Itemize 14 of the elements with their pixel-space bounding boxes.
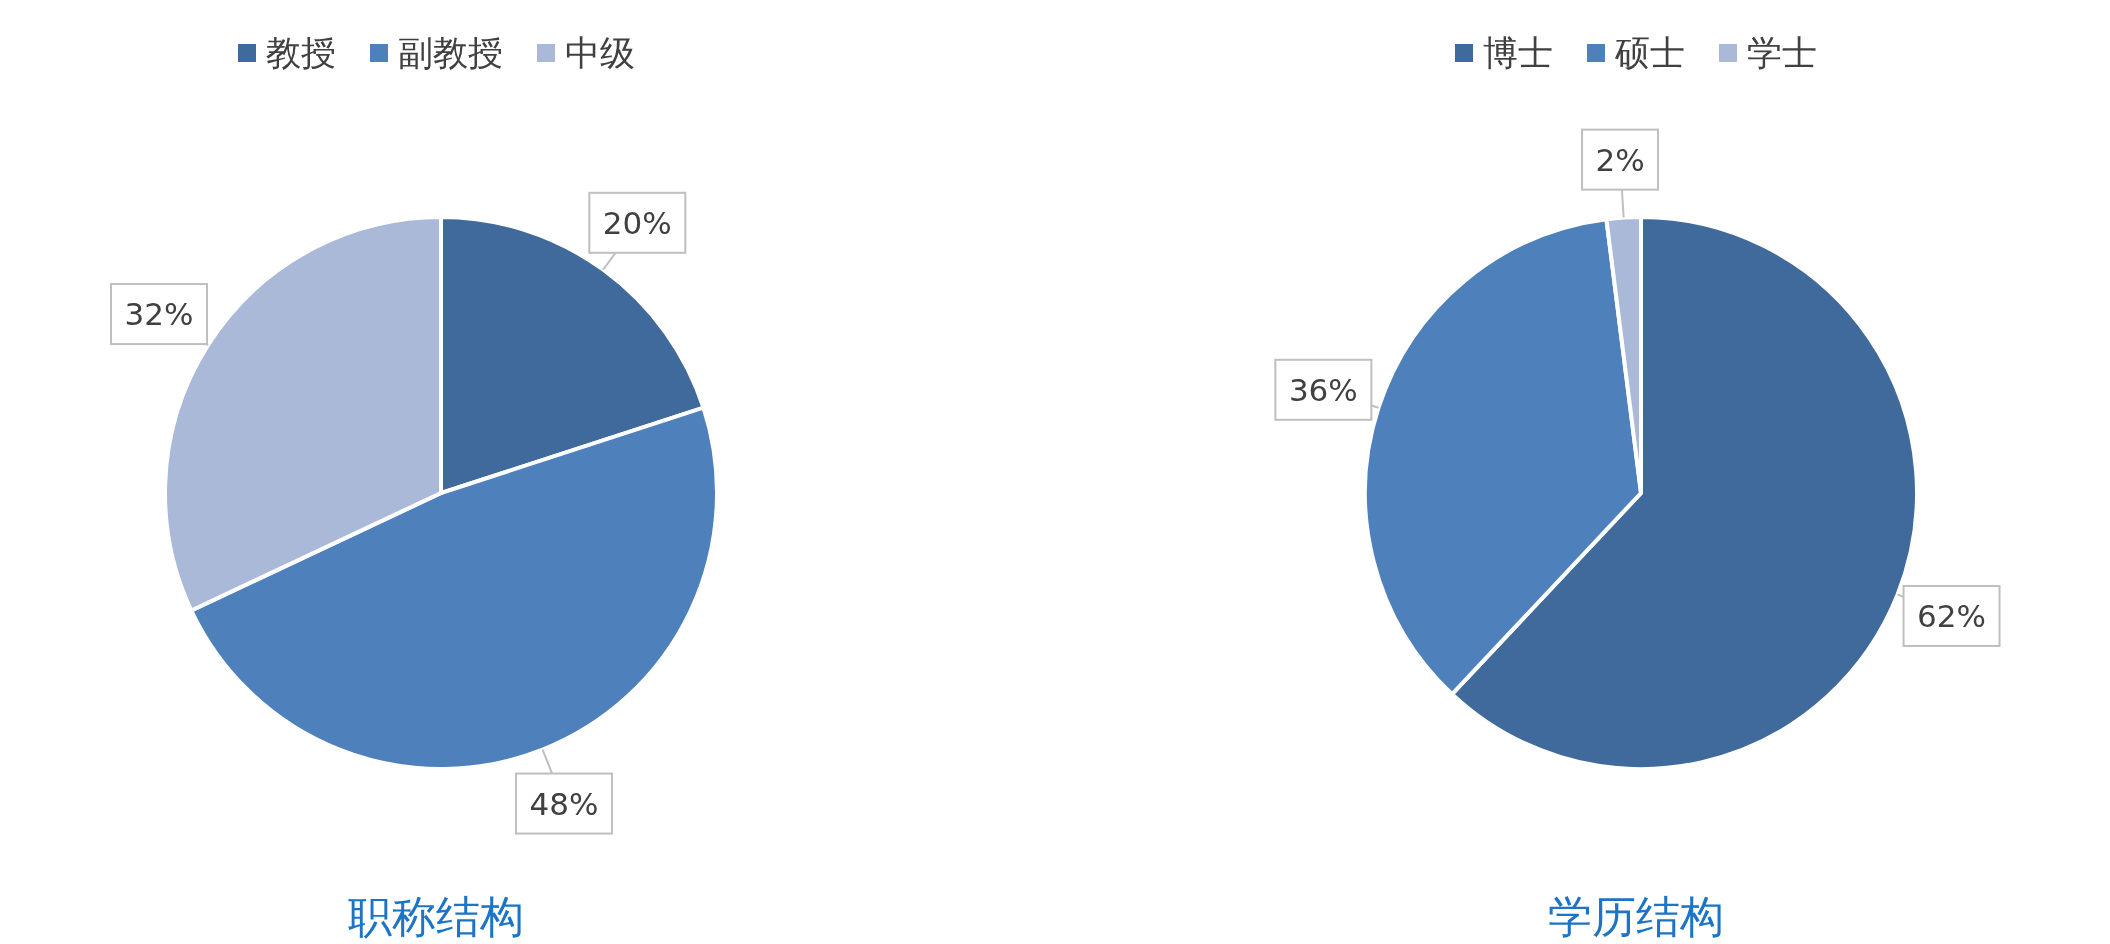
- legend-label: 博士: [1483, 31, 1553, 75]
- data-label: 32%: [124, 296, 194, 333]
- legend-label: 教授: [265, 31, 336, 75]
- data-label: 20%: [602, 204, 672, 241]
- text: 学历结构: [1547, 890, 1725, 944]
- legend-label: 学士: [1747, 31, 1817, 75]
- data-label: 62%: [1917, 597, 1986, 634]
- data-label: 48%: [529, 785, 599, 822]
- legend-label: 副教授: [397, 31, 503, 75]
- legend-label: 硕士: [1615, 31, 1685, 75]
- data-label: 2%: [1595, 141, 1645, 178]
- legend-label: 中级: [564, 31, 635, 75]
- text: 职称结构: [347, 890, 525, 944]
- data-label: 36%: [1288, 371, 1358, 408]
